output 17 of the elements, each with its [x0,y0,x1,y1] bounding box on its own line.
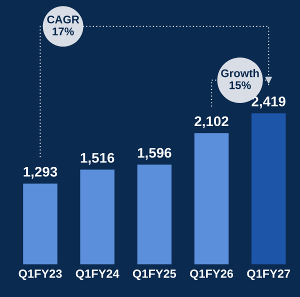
text: CAGR 17% [47,16,80,36]
data-label: 1,516 [80,152,114,165]
bar [137,164,172,264]
bar [194,133,229,264]
data-label: 1,596 [138,148,172,160]
data-label: 2,102 [194,116,228,128]
data-label: 1,293 [24,166,58,179]
data-label: 2,419 [252,96,286,108]
x-tick-label: Q1FY27 [247,270,290,280]
x-tick-label: Q1FY24 [76,270,120,280]
bar [23,184,58,264]
x-tick-label: Q1FY23 [18,270,62,280]
x-tick-label: Q1FY25 [132,270,176,280]
x-tick-label: Q1FY26 [190,270,234,280]
text: Growth 15% [221,69,259,90]
bar [251,113,286,264]
bar [80,170,114,264]
